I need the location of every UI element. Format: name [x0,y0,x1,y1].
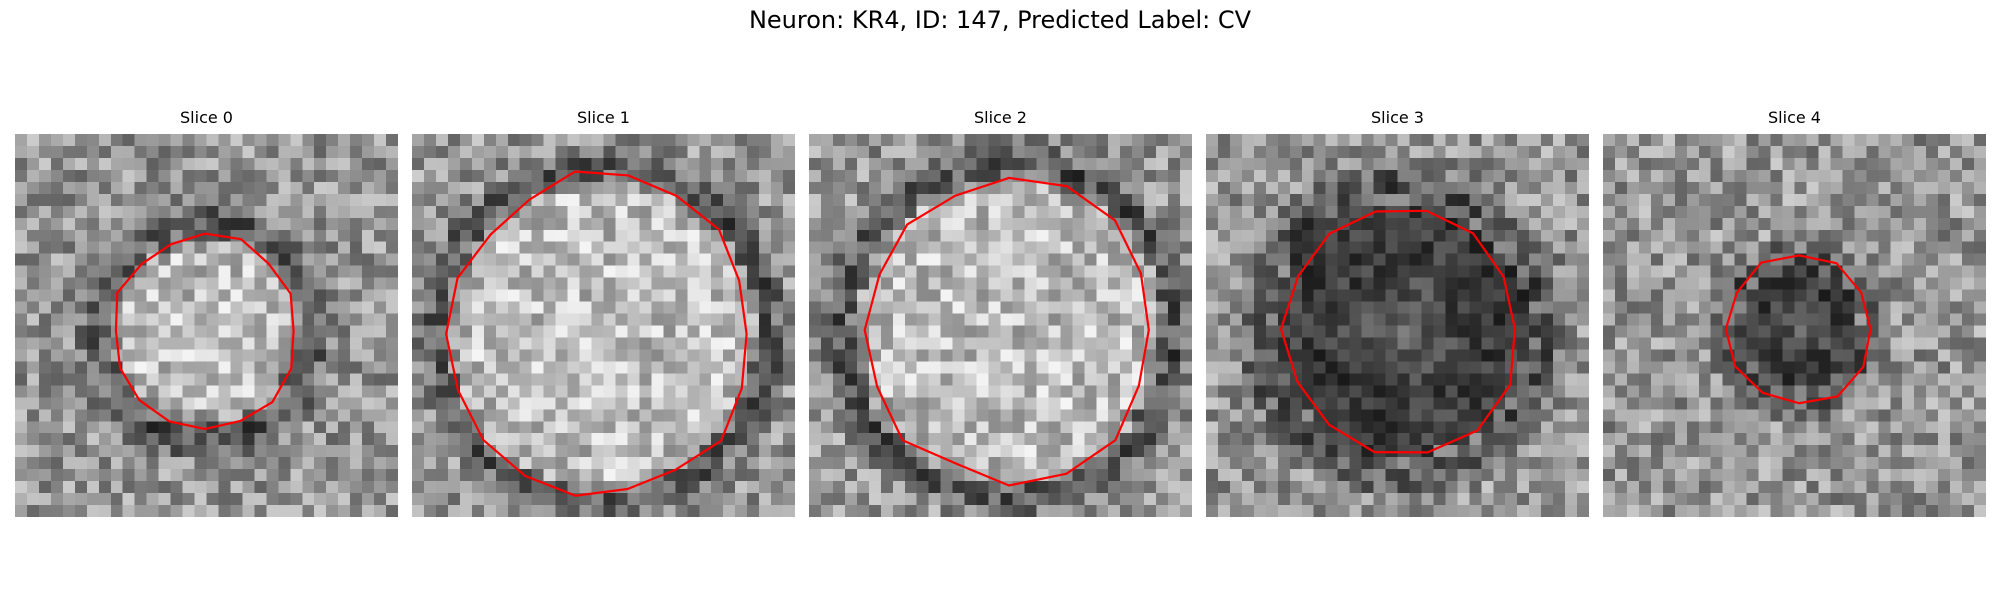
contour-polygon [114,232,295,431]
slice-panel-4: Slice 4 [1603,108,1986,517]
segmentation-contour [1279,209,1517,454]
slice-panel-1: Slice 1 [412,108,795,517]
figure-title: Neuron: KR4, ID: 147, Predicted Label: C… [748,6,1252,34]
slice-panel-0: Slice 0 [15,108,398,517]
segmentation-contour [863,176,1150,487]
slice-title: Slice 3 [1371,108,1424,127]
contour-polygon [1724,254,1872,405]
microscopy-image [412,134,795,517]
slice-title: Slice 0 [180,108,233,127]
contour-polygon [863,176,1150,487]
slice-title: Slice 2 [974,108,1027,127]
slice-title: Slice 4 [1768,108,1821,127]
microscopy-image [1603,134,1986,517]
microscopy-image [809,134,1192,517]
contour-polygon [1279,209,1517,454]
slice-title: Slice 1 [577,108,630,127]
microscopy-image [15,134,398,517]
slice-panel-2: Slice 2 [809,108,1192,517]
segmentation-contour [444,170,748,497]
contour-polygon [444,170,748,497]
segmentation-contour [1724,254,1872,405]
segmentation-contour [114,232,295,431]
slice-panel-3: Slice 3 [1206,108,1589,517]
